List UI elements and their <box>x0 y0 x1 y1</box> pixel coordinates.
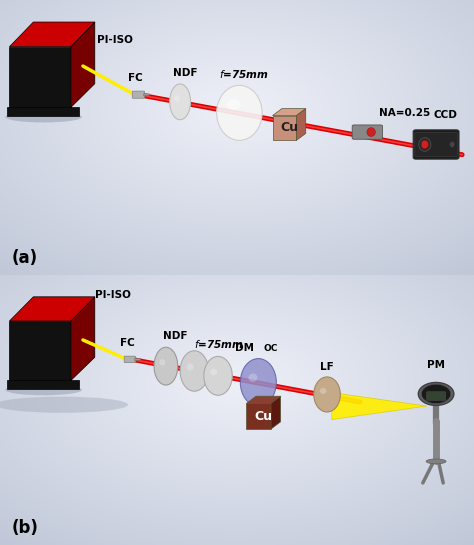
FancyBboxPatch shape <box>352 125 383 140</box>
Text: Cu: Cu <box>254 410 272 423</box>
Text: (b): (b) <box>12 519 39 537</box>
Ellipse shape <box>419 383 454 405</box>
Polygon shape <box>71 22 95 107</box>
Ellipse shape <box>450 142 455 147</box>
Ellipse shape <box>217 86 262 141</box>
Polygon shape <box>144 93 149 96</box>
Ellipse shape <box>240 359 276 406</box>
Ellipse shape <box>5 112 82 123</box>
Polygon shape <box>246 396 281 403</box>
Ellipse shape <box>227 99 240 110</box>
Polygon shape <box>273 116 296 141</box>
Polygon shape <box>9 22 95 47</box>
Ellipse shape <box>186 364 193 371</box>
Ellipse shape <box>5 384 82 395</box>
Text: $f$=75mm: $f$=75mm <box>194 338 244 350</box>
Text: $f$=75mm: $f$=75mm <box>219 68 269 80</box>
Text: CCD: CCD <box>434 110 457 120</box>
Ellipse shape <box>170 84 191 120</box>
Polygon shape <box>271 396 281 429</box>
Text: OC: OC <box>263 344 277 354</box>
Ellipse shape <box>421 384 451 404</box>
Text: PM: PM <box>427 360 445 370</box>
Ellipse shape <box>0 397 128 413</box>
Ellipse shape <box>159 359 165 366</box>
Ellipse shape <box>419 138 431 152</box>
Text: PI-ISO: PI-ISO <box>95 289 131 300</box>
Text: NDF: NDF <box>163 331 188 341</box>
Text: NDF: NDF <box>173 69 197 78</box>
Polygon shape <box>332 392 427 420</box>
Text: FC: FC <box>119 338 135 348</box>
Ellipse shape <box>314 377 340 412</box>
FancyBboxPatch shape <box>132 91 145 98</box>
Polygon shape <box>135 358 140 360</box>
Ellipse shape <box>180 351 209 391</box>
Polygon shape <box>7 380 80 389</box>
Ellipse shape <box>204 356 232 395</box>
Ellipse shape <box>320 388 327 394</box>
Ellipse shape <box>367 128 375 136</box>
Polygon shape <box>9 47 71 107</box>
FancyBboxPatch shape <box>427 392 446 401</box>
Text: FC: FC <box>128 72 143 82</box>
Polygon shape <box>246 403 271 429</box>
Polygon shape <box>71 297 95 380</box>
Ellipse shape <box>210 368 217 376</box>
Ellipse shape <box>154 347 178 385</box>
Polygon shape <box>7 107 80 116</box>
FancyBboxPatch shape <box>124 356 136 362</box>
Text: Cu: Cu <box>280 122 298 135</box>
Ellipse shape <box>248 373 257 382</box>
Text: NA=0.25: NA=0.25 <box>379 108 430 118</box>
FancyBboxPatch shape <box>415 132 457 156</box>
Text: PI-ISO: PI-ISO <box>97 35 133 45</box>
Ellipse shape <box>421 140 428 149</box>
Text: DM: DM <box>235 343 254 354</box>
Polygon shape <box>9 297 95 321</box>
Ellipse shape <box>174 95 180 101</box>
Polygon shape <box>9 321 71 380</box>
Ellipse shape <box>426 459 446 464</box>
FancyBboxPatch shape <box>413 130 459 159</box>
Polygon shape <box>296 108 306 141</box>
Polygon shape <box>273 108 306 116</box>
Text: (a): (a) <box>12 249 38 267</box>
Text: LF: LF <box>320 362 334 372</box>
